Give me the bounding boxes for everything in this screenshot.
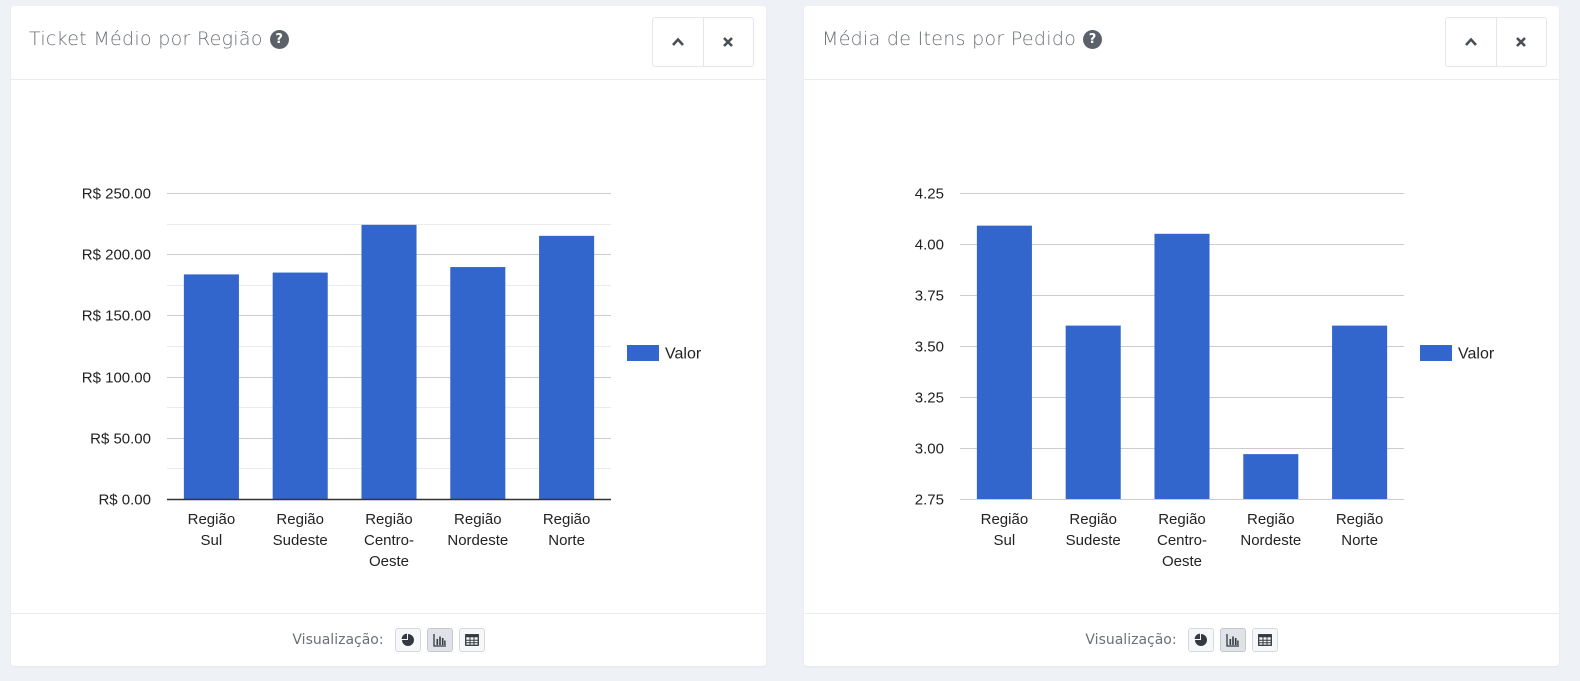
- help-icon[interactable]: ?: [1083, 29, 1103, 49]
- bar: [976, 225, 1032, 499]
- close-icon: [723, 37, 734, 47]
- bar: [361, 224, 417, 499]
- y-tick-label: R$ 250.00: [82, 186, 151, 203]
- bar-chart-icon: [1225, 634, 1239, 647]
- bar: [272, 272, 328, 499]
- y-tick-label: R$ 50.00: [90, 431, 151, 448]
- bar-chart-icon: [432, 634, 446, 647]
- collapse-button[interactable]: [1446, 18, 1496, 66]
- pie-chart-icon: [401, 633, 414, 646]
- panel-footer: Visualização:: [11, 613, 766, 666]
- bar: [1065, 325, 1121, 499]
- ticket-medio-bar-chart: R$ 0.00 R$ 50.00 R$ 100.00 R$ 150.00 R$ 200.…: [82, 186, 702, 571]
- y-tick-label: 3.00: [915, 441, 944, 458]
- y-tick-label: 3.50: [915, 339, 944, 356]
- x-tick-label: Região Centro-Oeste: [364, 511, 414, 570]
- bar: [450, 267, 506, 499]
- media-itens-panel: Média de Itens por Pedido ? 2.75 3.00 3.25…: [804, 6, 1559, 666]
- x-tick-label: Região Nordeste: [1240, 511, 1301, 549]
- y-tick-label: 4.00: [915, 237, 944, 254]
- table-view-button[interactable]: [1251, 628, 1278, 652]
- bar: [1154, 233, 1210, 500]
- panel-title: Ticket Médio por Região: [29, 28, 263, 50]
- panel-footer: Visualização:: [804, 613, 1559, 666]
- help-icon[interactable]: ?: [269, 29, 289, 49]
- y-tick-label: R$ 150.00: [82, 308, 151, 325]
- legend-swatch: [1420, 345, 1452, 361]
- x-tick-label: Região Sudeste: [1066, 511, 1121, 549]
- y-tick-label: R$ 0.00: [98, 492, 151, 509]
- pie-chart-view-button[interactable]: [1187, 628, 1214, 652]
- bar: [539, 235, 595, 499]
- x-tick-label: Região Nordeste: [447, 511, 508, 549]
- close-icon: [1516, 37, 1527, 47]
- collapse-button[interactable]: [653, 18, 703, 66]
- x-tick-label: Região Norte: [1336, 511, 1384, 549]
- y-tick-label: 2.75: [915, 492, 944, 509]
- visualization-label: Visualização:: [292, 632, 384, 648]
- y-tick-label: R$ 100.00: [82, 370, 151, 387]
- table-icon: [1257, 634, 1272, 646]
- x-tick-label: Região Sul: [188, 511, 236, 549]
- chevron-up-icon: [1464, 37, 1477, 46]
- chevron-up-icon: [671, 37, 684, 46]
- legend-label: Valor: [1458, 346, 1495, 363]
- y-tick-label: 3.25: [915, 390, 944, 407]
- bar: [1243, 454, 1299, 499]
- y-tick-label: R$ 200.00: [82, 247, 151, 264]
- pie-chart-view-button[interactable]: [394, 628, 421, 652]
- panel-title: Média de Itens por Pedido: [822, 28, 1077, 50]
- legend-label: Valor: [665, 346, 702, 363]
- visualization-label: Visualização:: [1085, 632, 1177, 648]
- bar: [183, 274, 239, 499]
- x-tick-label: Região Norte: [543, 511, 591, 549]
- bar: [1332, 325, 1388, 499]
- media-itens-bar-chart: 2.75 3.00 3.25 3.50 3.75 4.00 4.25 Região Sul Reg…: [915, 186, 1495, 571]
- y-tick-label: 3.75: [915, 288, 944, 305]
- bar-chart-view-button[interactable]: [426, 628, 453, 652]
- panel-header: Ticket Médio por Região ?: [11, 6, 766, 80]
- bar-chart-view-button[interactable]: [1219, 628, 1246, 652]
- x-tick-label: Região Sudeste: [273, 511, 328, 549]
- panel-controls: [1445, 17, 1547, 67]
- ticket-medio-panel: Ticket Médio por Região ? R$ 0.00 R$ 50.0…: [11, 6, 766, 666]
- legend-swatch: [627, 345, 659, 361]
- table-icon: [464, 634, 479, 646]
- panel-header: Média de Itens por Pedido ?: [804, 6, 1559, 80]
- x-tick-label: Região Sul: [981, 511, 1029, 549]
- close-button[interactable]: [702, 18, 754, 66]
- x-tick-label: Região Centro-Oeste: [1157, 511, 1207, 570]
- y-tick-label: 4.25: [915, 186, 944, 203]
- panel-controls: [652, 17, 754, 67]
- close-button[interactable]: [1495, 18, 1547, 66]
- pie-chart-icon: [1194, 633, 1207, 646]
- table-view-button[interactable]: [458, 628, 485, 652]
